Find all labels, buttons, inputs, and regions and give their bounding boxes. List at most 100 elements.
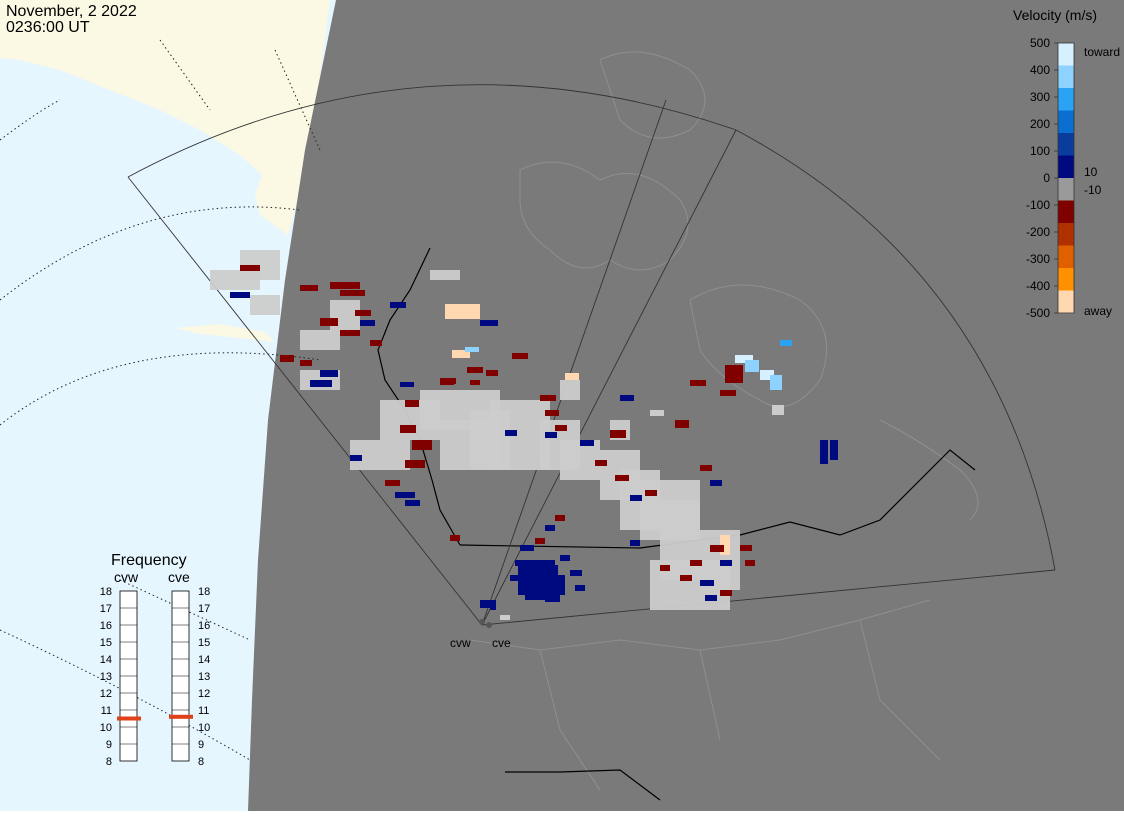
colorbar-title: Velocity (m/s) bbox=[1013, 7, 1097, 23]
velocity-cell bbox=[580, 440, 594, 446]
velocity-cell bbox=[512, 353, 528, 359]
coastlines bbox=[469, 51, 979, 791]
velocity-cell bbox=[400, 425, 416, 433]
velocity-colorbar: Velocity (m/s) 500 400 300 200 100 0 -100 -200 -… bbox=[1013, 7, 1120, 320]
velocity-cell bbox=[280, 355, 294, 362]
frequency-level-left: 8 bbox=[106, 756, 112, 768]
frequency-label-cve: cve bbox=[168, 569, 190, 585]
velocity-cell bbox=[630, 495, 642, 501]
velocity-cell bbox=[710, 545, 724, 552]
velocity-cell bbox=[770, 375, 782, 390]
frequency-level-left: 15 bbox=[100, 637, 112, 649]
velocity-cell bbox=[540, 395, 556, 401]
velocity-cell bbox=[390, 302, 406, 308]
velocity-cell bbox=[720, 390, 736, 396]
alaska-land bbox=[0, 0, 330, 235]
velocity-cell bbox=[405, 460, 425, 468]
colorbar-segment bbox=[1058, 88, 1074, 111]
frequency-level-right: 16 bbox=[198, 620, 210, 632]
colorbar-segment bbox=[1058, 268, 1074, 291]
frequency-level-right: 9 bbox=[198, 739, 204, 751]
colorbar-segment bbox=[1058, 65, 1074, 89]
frequency-level-left: 16 bbox=[100, 620, 112, 632]
velocity-cell bbox=[490, 600, 496, 610]
frequency-level-left: 14 bbox=[100, 654, 112, 666]
velocity-cell bbox=[340, 290, 365, 296]
radar-site-cve bbox=[486, 622, 492, 628]
velocity-cell bbox=[385, 480, 400, 486]
velocity-cell bbox=[595, 460, 607, 466]
velocity-cell bbox=[545, 432, 557, 438]
frequency-level-right: 17 bbox=[198, 603, 210, 615]
velocity-cell bbox=[467, 367, 483, 373]
fov-outline bbox=[127, 84, 1056, 626]
frequency-marker-cvw bbox=[117, 716, 141, 721]
colorbar-tick-label: -500 bbox=[1026, 306, 1050, 320]
velocity-cell bbox=[645, 490, 657, 496]
velocity-cell bbox=[570, 570, 582, 576]
velocity-cell bbox=[700, 580, 714, 586]
ground-scatter-cell bbox=[210, 270, 260, 290]
velocity-cell bbox=[480, 320, 498, 326]
velocity-cell bbox=[745, 360, 759, 372]
velocity-cell bbox=[675, 420, 689, 428]
frequency-level-left: 10 bbox=[100, 722, 112, 734]
velocity-cell bbox=[440, 380, 454, 385]
velocity-cell bbox=[465, 347, 479, 352]
radar-label-cve: cve bbox=[492, 636, 511, 650]
velocity-cell bbox=[515, 560, 527, 566]
velocity-cells bbox=[210, 250, 838, 620]
date-label: November, 2 2022 bbox=[6, 3, 137, 20]
frequency-level-left: 13 bbox=[100, 671, 112, 683]
colorbar-tick-label: 200 bbox=[1030, 117, 1050, 131]
aleutian-land bbox=[175, 324, 275, 342]
frequency-level-right: 15 bbox=[198, 637, 210, 649]
ground-scatter-cell bbox=[430, 270, 460, 280]
velocity-cell bbox=[230, 292, 250, 298]
velocity-cell bbox=[535, 538, 545, 544]
velocity-cell bbox=[395, 492, 415, 498]
ground-scatter-cell bbox=[560, 380, 580, 400]
colorbar-tick-label: 500 bbox=[1030, 36, 1050, 50]
latitude-grid bbox=[0, 39, 321, 761]
velocity-cell bbox=[450, 535, 460, 541]
velocity-cell bbox=[555, 425, 567, 431]
frequency-level-right: 12 bbox=[198, 688, 210, 700]
velocity-cell bbox=[405, 500, 420, 506]
velocity-cell bbox=[620, 395, 634, 401]
colorbar-segment bbox=[1058, 200, 1074, 224]
colorbar-segment bbox=[1058, 290, 1074, 314]
velocity-cell bbox=[575, 585, 585, 591]
velocity-cell bbox=[710, 480, 722, 486]
velocity-cell bbox=[510, 575, 522, 581]
velocity-cell bbox=[350, 455, 362, 461]
colorbar-segment bbox=[1058, 155, 1074, 179]
colorbar-tick-label: -100 bbox=[1026, 198, 1050, 212]
velocity-cell bbox=[772, 405, 784, 415]
frequency-level-left: 11 bbox=[101, 705, 112, 717]
radar-label-cvw: cvw bbox=[450, 636, 471, 650]
colorbar-tick-label: 400 bbox=[1030, 63, 1050, 77]
velocity-cell bbox=[555, 515, 565, 521]
frequency-level-left: 18 bbox=[100, 586, 112, 598]
velocity-cell bbox=[630, 540, 640, 546]
velocity-cell bbox=[820, 440, 828, 464]
velocity-cell bbox=[760, 370, 774, 380]
velocity-cell bbox=[520, 545, 534, 551]
velocity-cell bbox=[300, 360, 312, 366]
ground-scatter-cell bbox=[250, 295, 280, 315]
ground-scatter-cell bbox=[300, 330, 340, 350]
velocity-cell bbox=[486, 370, 498, 376]
velocity-cell bbox=[745, 560, 755, 566]
velocity-cell bbox=[780, 340, 792, 346]
colorbar-plus10: 10 bbox=[1084, 165, 1098, 179]
colorbar-minus10: -10 bbox=[1084, 183, 1102, 197]
frequency-level-right: 18 bbox=[198, 586, 210, 598]
velocity-cell bbox=[452, 350, 470, 358]
frequency-level-left: 9 bbox=[106, 739, 112, 751]
frequency-level-right: 11 bbox=[198, 705, 209, 717]
velocity-cell bbox=[610, 430, 626, 438]
colorbar-segment bbox=[1058, 110, 1074, 134]
colorbar-tick-label: -300 bbox=[1026, 252, 1050, 266]
